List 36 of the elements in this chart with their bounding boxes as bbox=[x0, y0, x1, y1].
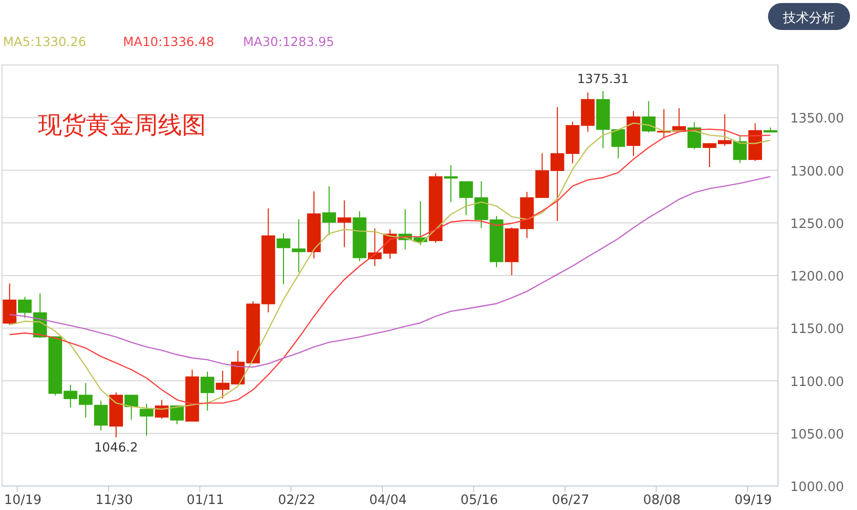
x-tick-label: 10/19 bbox=[4, 493, 42, 508]
x-tick-label: 06/27 bbox=[552, 493, 590, 508]
text: MA5:1330.26 bbox=[3, 34, 86, 49]
candlestick bbox=[2, 283, 16, 326]
text: MA10:1336.48 bbox=[123, 34, 214, 49]
candlestick bbox=[276, 232, 290, 285]
candlestick bbox=[124, 394, 138, 420]
y-tick-label: 1200.00 bbox=[790, 270, 844, 284]
x-tick-label: 08/08 bbox=[643, 493, 681, 508]
y-tick-label: 1300.00 bbox=[790, 164, 844, 180]
x-tick-label: 04/04 bbox=[369, 493, 407, 508]
candlestick bbox=[94, 400, 108, 432]
x-tick-label: 01/11 bbox=[186, 493, 224, 508]
y-tick-label: 1350.00 bbox=[790, 112, 844, 127]
y-tick-label: 1250.00 bbox=[790, 216, 844, 232]
candlestick bbox=[200, 371, 214, 412]
candlestick bbox=[140, 403, 154, 436]
text: 技术分析 bbox=[782, 11, 835, 26]
y-tick-label: 1050.00 bbox=[790, 427, 844, 442]
x-tick-label: 09/19 bbox=[734, 493, 772, 508]
annotation: 1375.31 bbox=[577, 70, 629, 86]
text: 现货黄金周线图 bbox=[38, 111, 206, 139]
x-tick-label: 02/22 bbox=[278, 493, 316, 508]
candlestick bbox=[444, 164, 458, 203]
y-tick-label: 1150.00 bbox=[790, 322, 844, 338]
x-tick-label: 05/16 bbox=[460, 493, 498, 508]
candlestick bbox=[733, 135, 747, 164]
candlestick bbox=[292, 218, 306, 273]
candlestick bbox=[642, 100, 656, 133]
y-tick-label: 1100.00 bbox=[790, 374, 844, 390]
text: MA30:1283.95 bbox=[243, 34, 334, 49]
candlestick bbox=[322, 186, 336, 236]
annotation: 1046.2 bbox=[94, 439, 138, 454]
candlestick bbox=[338, 200, 352, 248]
x-tick-label: 11/30 bbox=[95, 493, 133, 508]
y-tick-label: 1000.00 bbox=[790, 480, 844, 495]
